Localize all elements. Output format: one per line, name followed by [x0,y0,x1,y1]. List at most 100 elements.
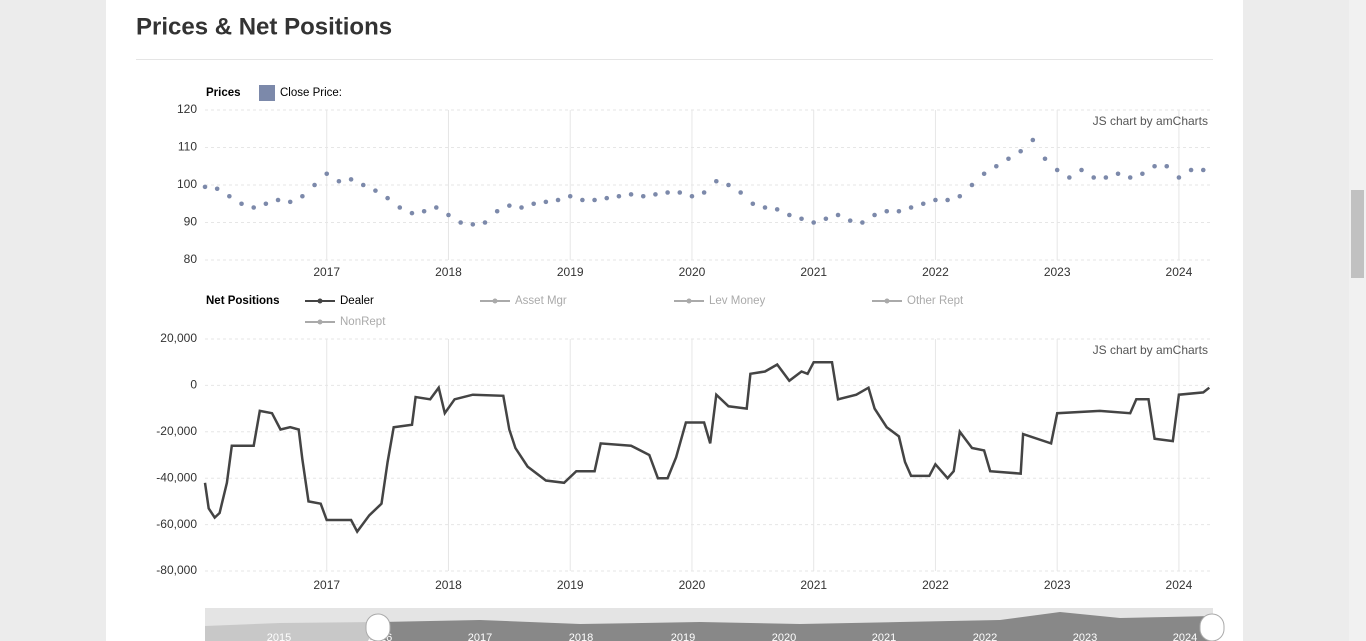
price-point [287,199,293,205]
navigator-label: 2017 [468,632,492,641]
price-point [1140,171,1145,177]
price-point [239,201,244,207]
navigator-label: 2023 [1073,632,1097,641]
price-point [336,178,342,184]
price-point [543,199,549,205]
price-point [969,182,975,188]
navigator-label: 2015 [267,632,291,641]
price-point [385,195,390,201]
price-point [227,193,232,199]
price-point [1152,163,1157,169]
price-point [312,182,317,188]
price-point [531,201,536,207]
price-point [397,205,403,210]
price-point [726,182,731,188]
legend-label: Asset Mgr [515,295,567,307]
price-point [981,171,987,177]
y-tick-label: 100 [177,177,197,191]
price-point [933,197,938,203]
navigator-label: 2021 [872,632,896,641]
navigator-label: 2024 [1173,632,1197,641]
price-point [787,212,792,218]
price-point [1091,175,1096,180]
price-point [823,216,829,222]
x-tick-label: 2024 [1166,578,1193,592]
price-point [738,190,743,195]
x-tick-label: 2023 [1044,265,1071,279]
price-point [1079,167,1084,173]
price-point [957,193,963,199]
y-tick-label: -60,000 [156,517,197,531]
page-title: Prices & Net Positions [136,13,392,40]
price-point [896,208,902,214]
price-point [555,197,561,203]
price-point [275,197,281,203]
price-point [263,201,269,207]
price-point [1164,163,1170,169]
price-point [1054,167,1060,173]
content-panel [106,0,1243,641]
navigator-label: 2020 [772,632,796,641]
y-tick-label: 80 [184,252,198,266]
x-tick-label: 2020 [679,265,706,279]
price-point [750,201,756,207]
x-tick-label: 2020 [679,578,706,592]
price-point [1067,175,1072,180]
price-point [360,182,366,188]
price-point [1103,175,1109,180]
price-point [677,190,683,195]
scrollbar[interactable] [1349,0,1366,641]
price-point [640,193,646,199]
price-point [1200,167,1206,173]
price-point [251,205,256,210]
y-tick-label: 90 [184,215,198,229]
price-point [202,184,208,190]
price-point [653,192,658,197]
navigator-area [205,622,378,641]
x-tick-label: 2022 [922,578,949,592]
legend-label: Other Rept [907,295,964,307]
navigator-handle[interactable] [1199,613,1225,641]
price-point [470,222,476,227]
price-point [434,205,439,210]
navigator-handle[interactable] [365,613,391,641]
price-point [701,190,707,195]
legend-swatch [259,85,275,101]
price-point [494,208,500,214]
price-point [214,186,220,192]
price-point [1018,148,1023,154]
price-point [1006,156,1011,162]
price-point [604,195,610,201]
price-point [1127,175,1133,180]
x-tick-label: 2017 [313,265,340,279]
price-point [580,197,585,203]
navigator-label: 2018 [569,632,593,641]
legend-label: NonRept [340,316,386,328]
price-point [628,192,634,197]
price-point [847,218,853,223]
price-point [567,193,573,199]
legend-swatch-dot [492,298,498,304]
legend-swatch-dot [686,298,692,304]
price-point [689,193,695,199]
y-tick-label: 0 [190,378,197,392]
price-point [1042,156,1048,162]
price-point [300,193,305,199]
price-point [1030,137,1036,143]
price-point [373,188,378,193]
legend-title: Prices [206,87,241,99]
x-tick-label: 2017 [313,578,340,592]
price-point [421,208,427,214]
scroll-thumb[interactable] [1351,190,1364,278]
price-point [1176,175,1182,180]
y-tick-label: -40,000 [156,470,197,484]
x-tick-label: 2023 [1044,578,1071,592]
price-point [920,201,926,207]
price-point [348,177,354,182]
price-point [908,205,914,210]
price-point [1115,171,1121,177]
price-point [884,208,890,214]
legend-swatch-dot [317,298,323,304]
